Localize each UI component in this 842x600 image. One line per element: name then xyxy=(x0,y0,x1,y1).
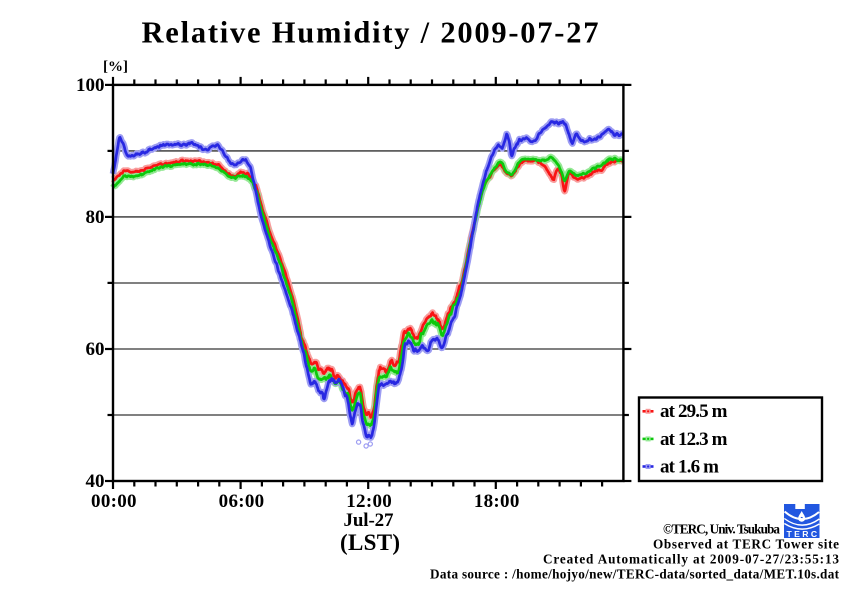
svg-text:at 1.6 m: at 1.6 m xyxy=(660,456,719,477)
svg-text:at 29.5 m: at 29.5 m xyxy=(660,401,728,422)
svg-text:60: 60 xyxy=(86,339,105,360)
svg-text:100: 100 xyxy=(76,75,105,96)
svg-text:00:00: 00:00 xyxy=(91,491,137,512)
svg-text:80: 80 xyxy=(86,207,105,228)
svg-text:Created Automatically at 2009-: Created Automatically at 2009-07-27/23:5… xyxy=(543,552,839,567)
svg-text:Jul-27: Jul-27 xyxy=(344,510,395,531)
svg-text:Relative Humidity / 2009-07-27: Relative Humidity / 2009-07-27 xyxy=(142,16,599,50)
svg-text:06:00: 06:00 xyxy=(219,491,265,512)
svg-text:at 12.3 m: at 12.3 m xyxy=(660,429,728,450)
svg-text:40: 40 xyxy=(86,471,105,492)
svg-text:[%]: [%] xyxy=(103,59,128,75)
svg-text:18:00: 18:00 xyxy=(474,491,519,512)
svg-text:(LST): (LST) xyxy=(340,530,400,555)
svg-text:Data source : /home/hojyo/new/: Data source : /home/hojyo/new/TERC-data/… xyxy=(430,567,840,582)
svg-text:12:00: 12:00 xyxy=(346,491,392,512)
svg-text:©TERC, Univ. Tsukuba: ©TERC, Univ. Tsukuba xyxy=(663,522,780,537)
svg-text:T E R C: T E R C xyxy=(787,529,818,539)
svg-text:Observed at TERC Tower site: Observed at TERC Tower site xyxy=(653,537,839,552)
